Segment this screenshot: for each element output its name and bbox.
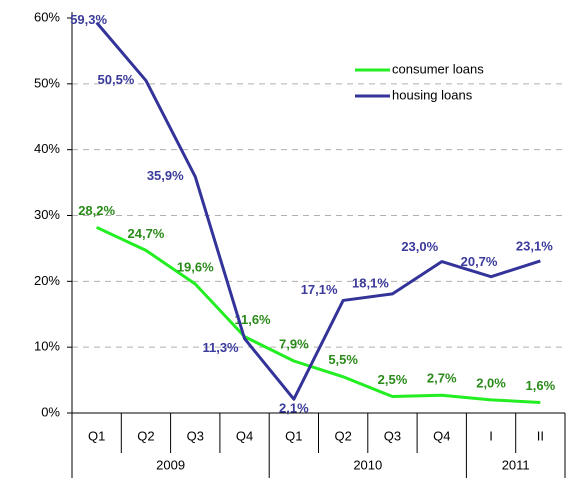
series-line [96, 225, 541, 404]
y-tick-label: 50% [34, 75, 60, 90]
value-label: 2,7% [427, 371, 457, 386]
value-label: 18,1% [352, 275, 389, 290]
legend-label: housing loans [392, 87, 473, 102]
series-line [95, 21, 541, 401]
value-label: 50,5% [98, 72, 135, 87]
legend-label: consumer loans [392, 61, 484, 76]
y-tick-label: 40% [34, 141, 60, 156]
value-label: 19,6% [177, 259, 214, 274]
x-tick-label: Q4 [236, 428, 253, 443]
value-label: 59,3% [70, 12, 107, 27]
group-label: 2009 [156, 457, 185, 472]
group-label: 2011 [502, 457, 530, 472]
value-label: 5,5% [328, 352, 358, 367]
value-label: 2,1% [279, 401, 309, 416]
x-tick-label: Q1 [285, 428, 302, 443]
x-tick-label: II [537, 428, 544, 443]
y-tick-label: 0% [41, 404, 60, 419]
value-label: 35,9% [147, 168, 184, 183]
value-label: 24,7% [128, 226, 165, 241]
value-label: 7,9% [279, 336, 309, 351]
value-label: 23,1% [516, 238, 553, 253]
y-tick-label: 20% [34, 273, 60, 288]
x-tick-label: Q3 [187, 428, 204, 443]
y-tick-label: 30% [34, 207, 60, 222]
x-tick-label: Q2 [137, 428, 154, 443]
value-label: 1,6% [526, 378, 556, 393]
group-label: 2010 [353, 457, 382, 472]
value-label: 28,2% [78, 203, 115, 218]
value-label: 20,7% [461, 254, 498, 269]
x-tick-label: Q3 [384, 428, 401, 443]
value-label: 2,0% [476, 375, 506, 390]
value-label: 23,0% [401, 239, 438, 254]
x-tick-label: Q2 [334, 428, 351, 443]
x-tick-label: I [489, 428, 493, 443]
x-tick-label: Q1 [88, 428, 105, 443]
y-tick-label: 60% [34, 9, 60, 24]
y-tick-label: 10% [34, 339, 60, 354]
x-tick-label: Q4 [433, 428, 450, 443]
value-label: 2,5% [378, 372, 408, 387]
value-label: 11,3% [202, 340, 239, 355]
value-label: 17,1% [301, 282, 338, 297]
value-label: 11,6% [234, 312, 271, 327]
